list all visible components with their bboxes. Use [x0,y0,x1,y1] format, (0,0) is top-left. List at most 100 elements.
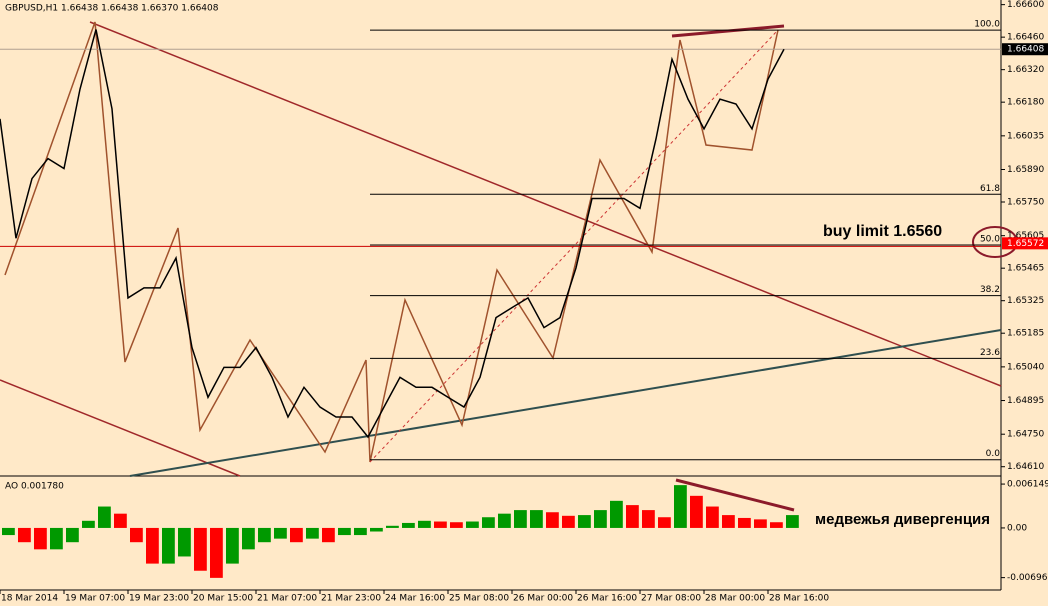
fib-label: 50.0 [980,234,1000,244]
y-tick-label: 1.65325 [1007,296,1044,306]
order-price-box [1002,237,1048,250]
y-tick-label: 1.66460 [1007,33,1044,43]
trend-line [129,329,1002,477]
ao-bar [450,522,463,528]
x-tick-label: 18 Mar 2014 [1,594,58,604]
x-tick-label: 28 Mar 16:00 [769,594,829,604]
ao-bar [226,527,239,564]
ao-bar [594,510,607,528]
ao-bar [162,527,175,564]
ao-bar [210,527,223,578]
ao-bar [658,517,671,528]
ao-bar [466,521,479,528]
zigzag [4,21,779,463]
y-tick-label: 1.66180 [1007,98,1044,108]
y-tick-label: 1.65465 [1007,264,1044,274]
trend-line [0,379,241,477]
last-price-label: 1.66408 [1007,45,1044,55]
divergence-line [671,24,785,38]
y-tick-label: -0.006966 [1007,573,1048,583]
ao-bar [482,517,495,528]
ao-bar [258,527,271,543]
ao-bar [386,525,399,528]
ao-bar [290,527,303,543]
x-tick-label: 19 Mar 07:00 [65,594,125,604]
ao-bar [114,513,127,528]
x-tick-label: 21 Mar 23:00 [321,594,381,604]
ao-bar [402,522,415,528]
ao-bar [514,510,527,528]
price-line [0,29,785,439]
ao-bar [50,527,63,550]
indicator-title: AO 0.001780 [5,482,64,492]
ao-bar [642,510,655,528]
ao-bar [2,527,15,536]
fib-label: 100.0 [974,20,1000,30]
ao-bar [274,527,287,539]
x-tick-label: 21 Mar 07:00 [257,594,317,604]
ao-bar [306,527,319,539]
fib-label: 23.6 [980,348,1000,358]
x-tick-label: 24 Mar 16:00 [385,594,445,604]
x-tick-label: 28 Mar 00:00 [705,594,765,604]
ao-bar [706,506,719,528]
ao-bar [322,527,335,543]
ao-bar [66,527,79,543]
x-tick-label: 25 Mar 08:00 [449,594,509,604]
last-price-box [1002,43,1048,56]
fib-label: 0.0 [986,449,1001,459]
ao-bar [722,515,735,528]
ao-bar [98,506,111,528]
x-tick-label: 26 Mar 16:00 [577,594,637,604]
ao-bar [338,527,351,536]
fib-label: 61.8 [980,184,1000,194]
y-tick-label: 1.64750 [1007,430,1044,440]
y-tick-label: 0.006149 [1007,480,1048,490]
x-tick-label: 27 Mar 08:00 [641,594,701,604]
ao-bar [34,527,47,550]
ao-bar [178,527,191,557]
y-tick-label: 1.65890 [1007,165,1044,175]
y-tick-label: 1.66600 [1007,0,1044,10]
y-tick-label: 1.66320 [1007,65,1044,75]
y-tick-label: 1.65040 [1007,362,1044,372]
ao-bar [82,520,95,528]
ao-bar [498,513,511,528]
ao-bar [354,527,367,536]
annotation: медвежья дивергенция [815,511,990,528]
fib-label: 38.2 [980,285,1000,295]
x-tick-label: 26 Mar 00:00 [513,594,573,604]
chart-title: GBPUSD,H1 1.66438 1.66438 1.66370 1.6640… [5,4,219,14]
order-price-label: 1.65572 [1007,239,1044,249]
trend-line [89,21,1002,387]
y-tick-label: 1.65605 [1007,231,1044,241]
ao-bar [562,515,575,528]
annotation: buy limit 1.6560 [823,223,942,240]
ao-bar [146,527,159,564]
ao-bar [754,519,767,528]
ao-bar [434,521,447,528]
ao-bar [610,500,623,528]
y-tick-label: 1.65185 [1007,329,1044,339]
y-tick-label: 1.64610 [1007,462,1044,472]
x-tick-label: 20 Mar 15:00 [193,594,253,604]
ao-bar [194,527,207,571]
ao-bar [738,517,751,528]
x-tick-label: 19 Mar 23:00 [129,594,189,604]
ao-bar [242,527,255,550]
ao-bar [770,522,783,528]
ao-bar [674,485,687,528]
ao-bar [530,510,543,528]
y-tick-label: 0.00 [1007,523,1027,533]
ao-bar [370,527,383,532]
y-tick-label: 1.64895 [1007,396,1044,406]
y-tick-label: 1.65750 [1007,198,1044,208]
divergence-line [675,478,795,512]
ao-bar [786,515,799,528]
ao-bar [418,520,431,528]
y-tick-label: 1.66035 [1007,131,1044,141]
ao-bar [130,527,143,543]
